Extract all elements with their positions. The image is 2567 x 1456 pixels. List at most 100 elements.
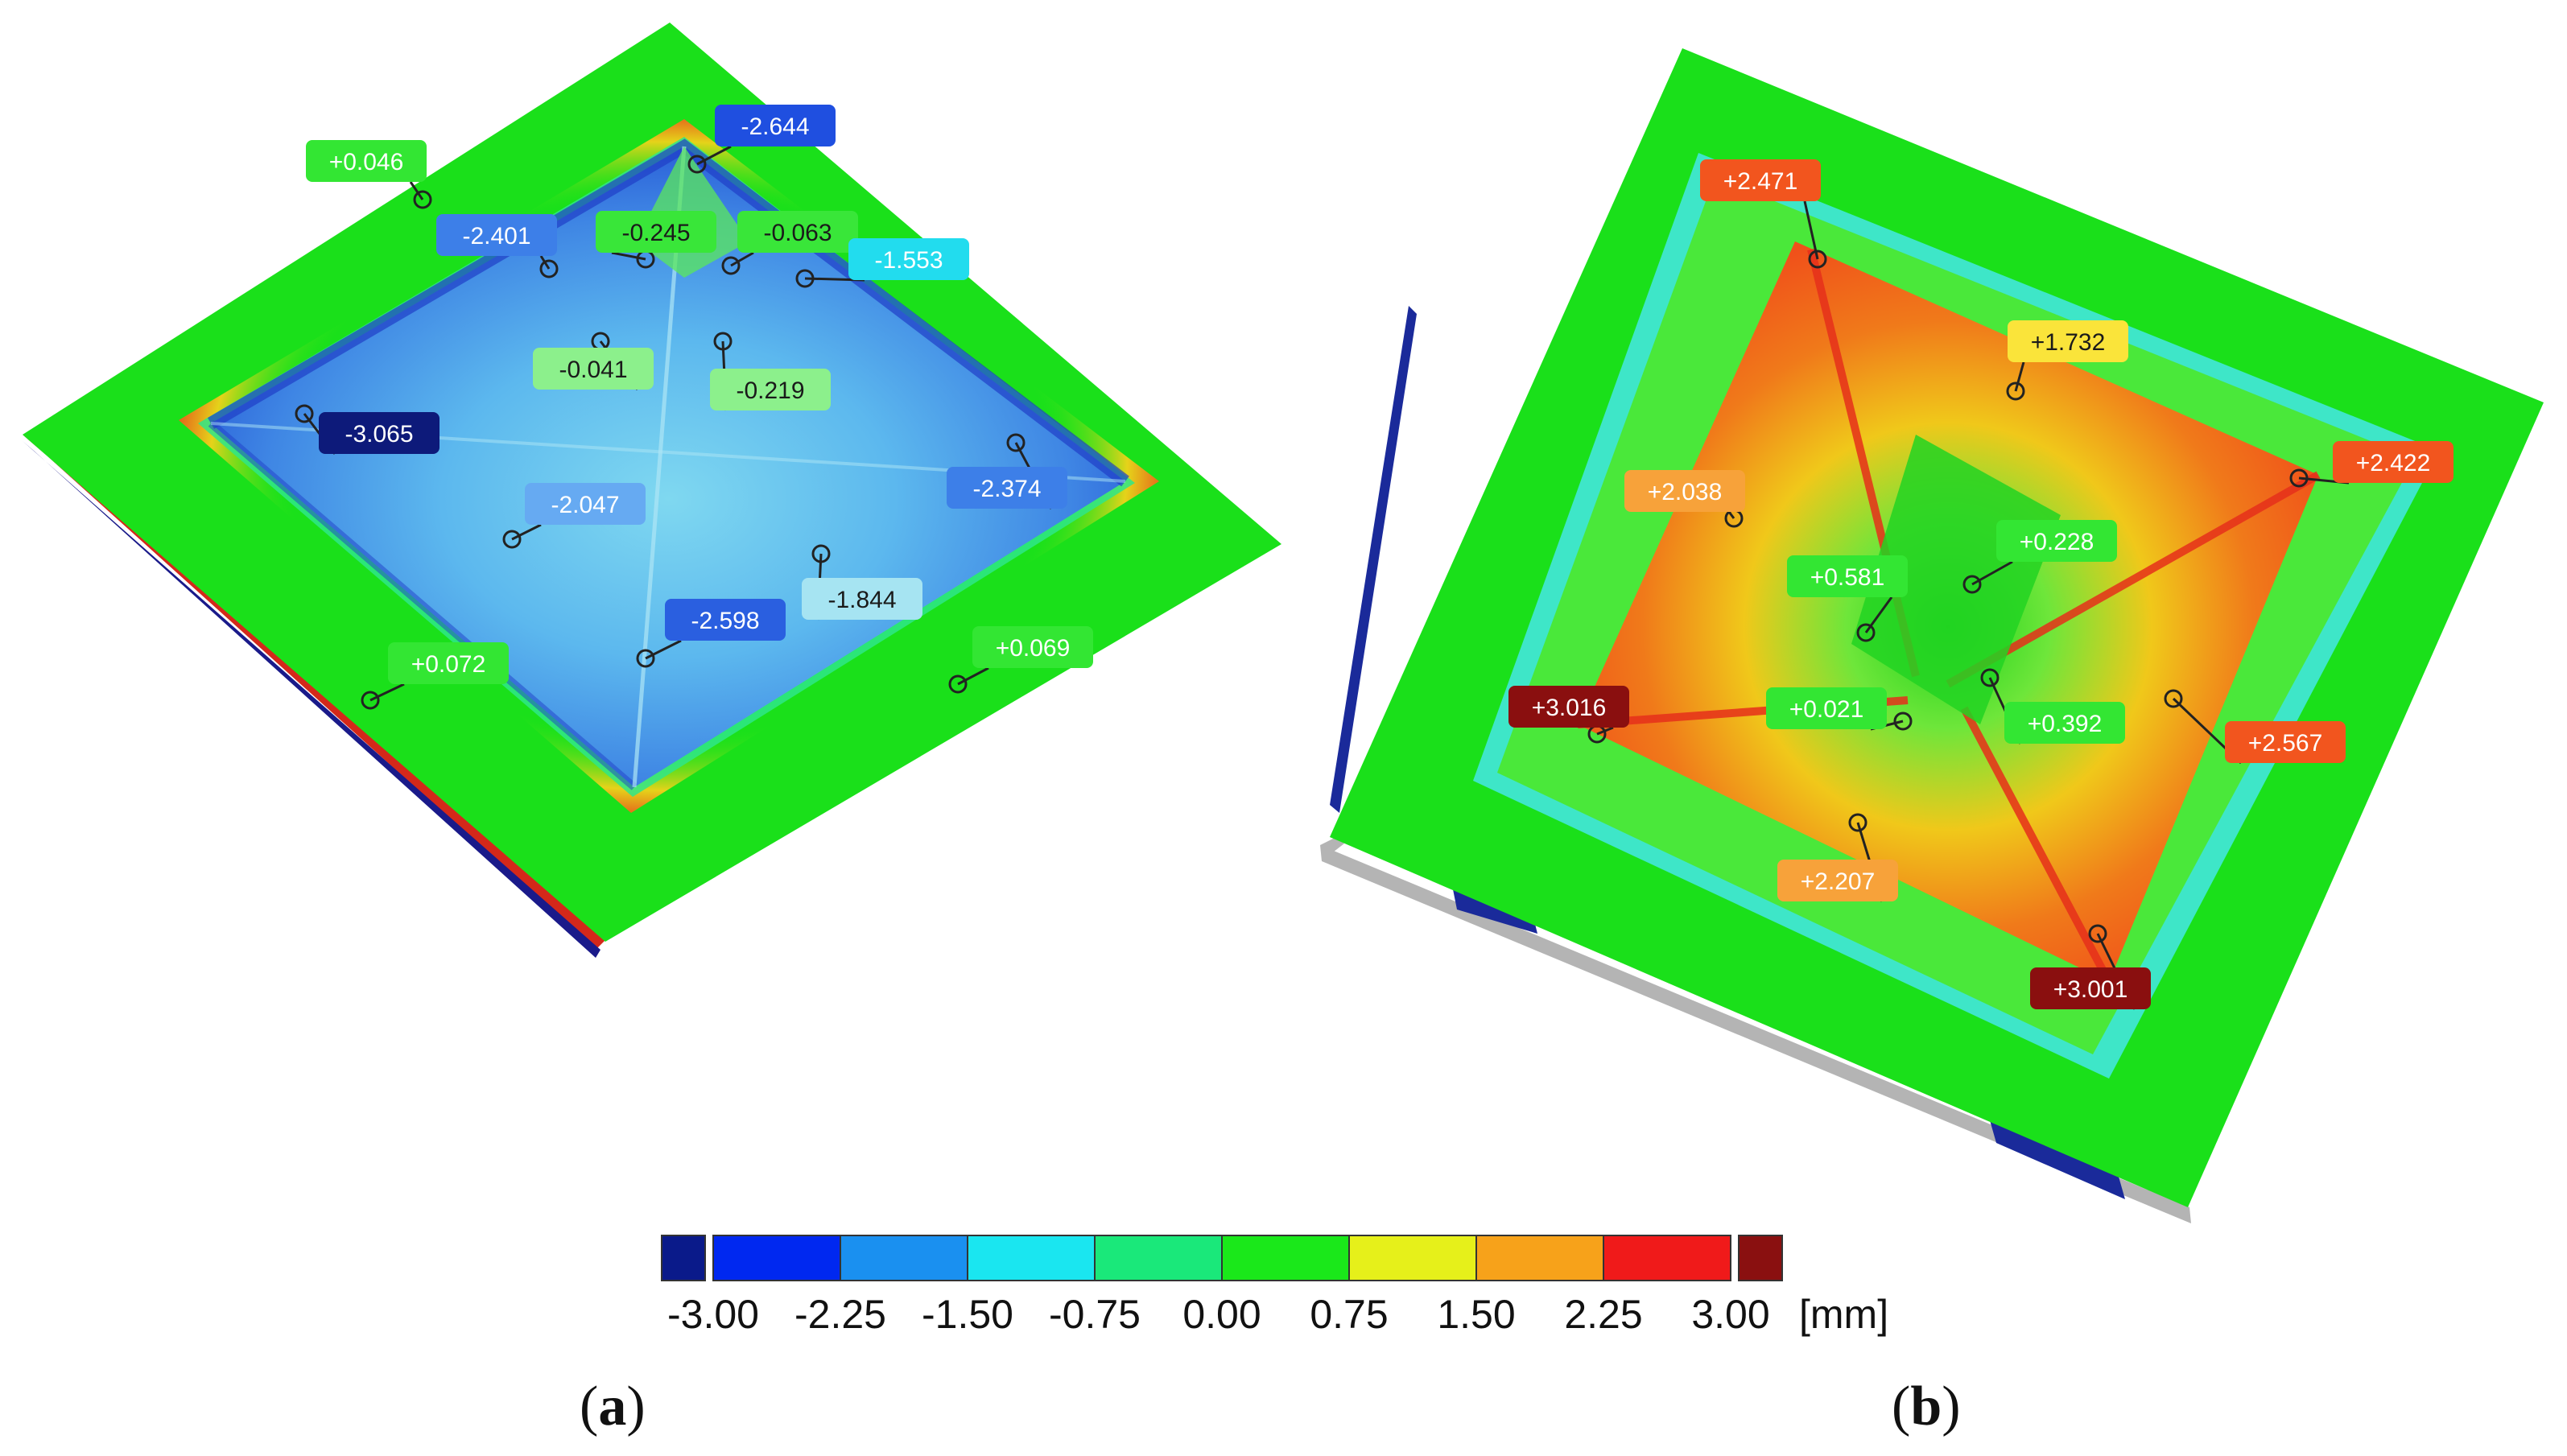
panel-a-edge-band-dark bbox=[23, 441, 600, 958]
panel-a-callout: -1.844 bbox=[802, 544, 922, 621]
callout-box bbox=[2004, 702, 2125, 744]
callout-probe-marker bbox=[795, 269, 815, 288]
callout-leader-line bbox=[1727, 511, 1735, 519]
callout-probe-marker bbox=[413, 190, 432, 209]
panel-b-fold bbox=[1946, 471, 2321, 688]
callout-leader-line bbox=[511, 523, 542, 541]
panel-a-callout: +0.072 bbox=[361, 642, 509, 710]
panel-a-callout: +0.069 bbox=[948, 626, 1093, 694]
colorbar-segment bbox=[1221, 1235, 1350, 1281]
colorbar-tick-label: -3.00 bbox=[667, 1292, 759, 1337]
callout-box bbox=[319, 412, 440, 454]
callout-box bbox=[596, 211, 716, 253]
callout-value: -2.644 bbox=[741, 113, 809, 140]
svg-text:(a): (a) bbox=[580, 1376, 646, 1437]
colorbar-tick-label: 3.00 bbox=[1691, 1292, 1769, 1337]
panel-a-callout: +0.046 bbox=[306, 140, 432, 209]
colorbar-tick-label: 0.75 bbox=[1310, 1292, 1388, 1337]
callout-box bbox=[2008, 320, 2128, 362]
panel-label-b-close: ) bbox=[1942, 1376, 1960, 1437]
callout-probe-marker bbox=[1006, 433, 1026, 452]
callout-box bbox=[2225, 721, 2346, 763]
colorbar-segment bbox=[1738, 1235, 1783, 1281]
colorbar-tick-label: -1.50 bbox=[922, 1292, 1013, 1337]
colorbar-segments bbox=[661, 1235, 1783, 1281]
callout-box bbox=[2333, 441, 2454, 483]
panel-label-b: (b) bbox=[1892, 1376, 1961, 1437]
colorbar-segment bbox=[1348, 1235, 1477, 1281]
panel-b-callout: +2.567 bbox=[2164, 689, 2346, 765]
callout-value: +2.471 bbox=[1723, 168, 1798, 195]
callout-probe-marker bbox=[687, 155, 707, 174]
colorbar-tick-label: -2.25 bbox=[794, 1292, 886, 1337]
callout-probe-marker bbox=[1808, 250, 1827, 269]
callout-probe-marker bbox=[295, 404, 314, 423]
callout-probe-marker bbox=[1848, 813, 1867, 832]
panel-label-a-letter: a bbox=[598, 1376, 626, 1437]
panel-b-base-side bbox=[1320, 837, 1344, 855]
callout-value: -0.245 bbox=[621, 220, 690, 246]
colorbar-segment bbox=[967, 1235, 1096, 1281]
colorbar-segment bbox=[712, 1235, 841, 1281]
callout-box bbox=[1777, 860, 1898, 901]
callout-value: -1.844 bbox=[827, 587, 896, 613]
callout-box bbox=[947, 467, 1067, 509]
callout-box bbox=[802, 578, 922, 620]
panel-b-callout: +1.732 bbox=[2006, 320, 2128, 401]
callout-probe-marker bbox=[1980, 668, 2000, 687]
svg-text:(b): (b) bbox=[1892, 1376, 1961, 1437]
panel-a-callout: -0.219 bbox=[710, 332, 831, 411]
callout-value: -2.598 bbox=[691, 608, 759, 634]
panel-b-base bbox=[1320, 845, 2191, 1223]
callout-leader-line bbox=[696, 145, 732, 166]
callout-probe-marker bbox=[811, 544, 831, 563]
callout-box bbox=[436, 214, 557, 256]
callout-probe-marker bbox=[539, 259, 559, 278]
panel-a-pocket bbox=[211, 146, 1125, 787]
callout-value: +2.207 bbox=[1801, 868, 1876, 895]
colorbar: -3.00 -2.25 -1.50 -0.75 0.00 0.75 1.50 2.25 3.00… bbox=[661, 1235, 1888, 1337]
panel-label-a-close: ) bbox=[626, 1376, 645, 1437]
callout-value: +3.016 bbox=[1532, 695, 1607, 721]
colorbar-tick-label: -0.75 bbox=[1049, 1292, 1141, 1337]
panel-a-annotations: +0.046 -2.644 -2.401 -0.245 -0.063 -1.553 -0.0… bbox=[295, 105, 1093, 710]
panel-b-annotations: +2.471 +1.732 +2.422 +2.038 +0.228 +0.581 +3.0… bbox=[1508, 159, 2454, 1010]
colorbar-tick-labels: -3.00 -2.25 -1.50 -0.75 0.00 0.75 1.50 2.25 3.00 bbox=[667, 1292, 1770, 1337]
panel-b-callout: +0.392 bbox=[1980, 668, 2125, 744]
panel-b-surface bbox=[1320, 48, 2544, 1223]
callout-value: -0.041 bbox=[559, 357, 627, 383]
panel-b-callout: +3.016 bbox=[1508, 686, 1629, 744]
callout-probe-marker bbox=[2164, 689, 2183, 708]
panel-b-fold bbox=[1960, 706, 2113, 984]
callout-leader-line bbox=[2014, 361, 2025, 392]
callout-leader-line bbox=[1803, 200, 1819, 260]
callout-probe-marker bbox=[2088, 924, 2107, 943]
callout-value: +2.422 bbox=[2356, 450, 2431, 476]
callout-value: +0.072 bbox=[411, 651, 486, 678]
panel-b-callout: +3.001 bbox=[2030, 924, 2151, 1010]
panel-b-callout: +2.471 bbox=[1700, 159, 1827, 269]
callout-box bbox=[1996, 520, 2117, 562]
colorbar-unit-label: [mm] bbox=[1799, 1292, 1888, 1337]
callout-box bbox=[1787, 555, 1908, 597]
callout-box bbox=[388, 642, 509, 684]
callout-probe-marker bbox=[502, 530, 522, 549]
callout-box bbox=[1624, 470, 1745, 512]
callout-value: +0.581 bbox=[1810, 564, 1885, 591]
panel-b-callout: +2.207 bbox=[1777, 813, 1898, 902]
panel-a-callout: -2.374 bbox=[947, 433, 1067, 509]
panel-a-callout: -2.644 bbox=[687, 105, 836, 174]
callout-box bbox=[848, 238, 969, 280]
callout-value: +2.567 bbox=[2248, 730, 2323, 757]
callout-probe-marker bbox=[1856, 623, 1876, 642]
panel-a-callout: -3.065 bbox=[295, 404, 440, 455]
panel-b-callout: +0.581 bbox=[1787, 555, 1908, 642]
callout-value: -1.553 bbox=[874, 247, 943, 274]
panel-a-callout: -2.598 bbox=[636, 599, 786, 668]
callout-probe-marker bbox=[636, 649, 655, 668]
callout-probe-marker bbox=[1962, 575, 1982, 594]
colorbar-segment bbox=[1603, 1235, 1731, 1281]
panel-label-b-letter: b bbox=[1910, 1376, 1942, 1437]
panel-label-a: (a) bbox=[580, 1376, 646, 1437]
